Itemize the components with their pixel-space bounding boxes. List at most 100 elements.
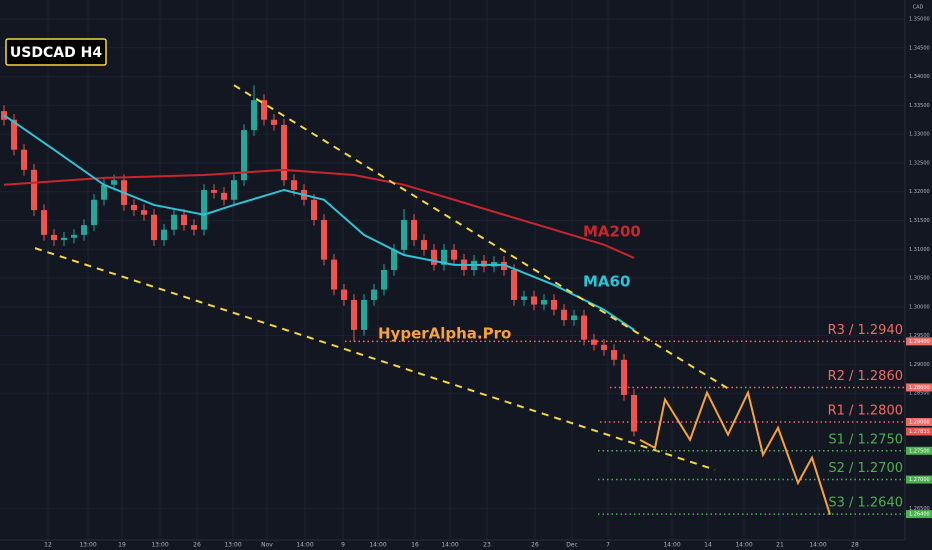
level-label: S1 / 1.2750: [828, 432, 903, 447]
x-tick-label: 14:00: [441, 542, 458, 549]
candle-body: [391, 249, 397, 270]
candle-body: [581, 315, 587, 340]
level-label: S3 / 1.2640: [828, 496, 903, 511]
candle-body: [221, 192, 227, 200]
candle-body: [321, 219, 327, 260]
price-tag-label: 1.28600: [909, 385, 930, 391]
candle-body: [81, 225, 87, 235]
y-tick-label: 1.29500: [909, 333, 930, 339]
price-tag: [906, 417, 932, 426]
last-price-label: 1.27835: [909, 429, 930, 435]
projection: [639, 389, 831, 515]
candle-body: [161, 229, 167, 241]
candle-body: [341, 289, 347, 300]
x-tick-label: 13:00: [79, 542, 96, 549]
candle-body: [361, 299, 367, 330]
candle-body: [561, 309, 567, 321]
title-box: [5, 38, 107, 66]
x-tick-label: 14:00: [296, 542, 313, 549]
candle-body: [111, 180, 117, 185]
y-tick-label: 1.32500: [909, 160, 930, 166]
candle-body: [451, 249, 457, 260]
price-tag-label: 1.27500: [909, 448, 930, 454]
candle-body: [631, 394, 637, 432]
candle-body: [511, 270, 517, 300]
y-tick-label: 1.31500: [909, 218, 930, 224]
candle-body: [141, 210, 147, 215]
y-tick-label: 1.33000: [909, 132, 930, 138]
candle-body: [381, 270, 387, 290]
y-tick-label: 1.35000: [909, 16, 930, 22]
x-tick-label: Nov: [261, 542, 273, 549]
trendline: [233, 84, 731, 391]
candle-body: [21, 149, 27, 170]
x-tick-label: 19: [118, 542, 126, 549]
x-tick-label: 14:00: [809, 542, 826, 549]
candle-body: [481, 260, 487, 267]
x-tick-label: 13:00: [224, 542, 241, 549]
candle-body: [131, 204, 137, 211]
candle-body: [281, 124, 287, 181]
candle-body: [11, 119, 17, 150]
price-tag: [906, 337, 932, 346]
y-tick-label: 1.29000: [909, 362, 930, 368]
candle-body: [191, 225, 197, 230]
candle-body: [431, 249, 437, 265]
level-label: R1 / 1.2800: [828, 403, 903, 418]
candle-body: [411, 219, 417, 241]
grid: [0, 0, 905, 540]
candle-body: [171, 214, 177, 230]
y-tick-label: 1.28500: [909, 391, 930, 397]
x-tick-label: 26: [193, 542, 201, 549]
candle-body: [331, 259, 337, 290]
candle-body: [31, 169, 37, 211]
x-tick-label: 9: [341, 542, 345, 549]
watermark: HyperAlpha.Pro: [378, 325, 511, 343]
candle-body: [611, 350, 617, 360]
y-tick-label: 1.30000: [909, 304, 930, 310]
candle-body: [551, 299, 557, 310]
candle-body: [211, 189, 217, 193]
candle-body: [271, 119, 277, 125]
x-tick-label: Dec: [566, 542, 578, 549]
x-tick-label: 28: [851, 542, 859, 549]
candle-body: [521, 296, 527, 300]
candle-body: [401, 219, 407, 250]
x-tick-label: 21: [776, 542, 784, 549]
price-tag-label: 1.29400: [909, 339, 930, 345]
last-price-tag: [906, 427, 932, 436]
x-tick-label: 14:00: [663, 542, 680, 549]
candle-body: [621, 359, 627, 395]
x-tick-label: 12: [44, 542, 52, 549]
y-tick-label: 1.26500: [909, 506, 930, 512]
candle-body: [421, 240, 427, 250]
level-label: R3 / 1.2940: [828, 323, 903, 338]
candle-body: [151, 214, 157, 241]
price-tag-label: 1.27000: [909, 477, 930, 483]
candle-body: [241, 130, 247, 181]
candle-body: [311, 199, 317, 220]
candle-body: [181, 214, 187, 226]
currency: CAD: [913, 5, 924, 11]
candle-body: [531, 296, 537, 305]
x-tick-label: 23: [483, 542, 491, 549]
candle-body: [291, 180, 297, 190]
candle-body: [51, 234, 57, 241]
series-label: MA60: [583, 272, 630, 290]
y-tick-label: 1.31000: [909, 247, 930, 253]
y-tick-label: 1.30500: [909, 276, 930, 282]
price-tag-label: 1.28000: [909, 419, 930, 425]
chart-title: USDCAD H4: [10, 45, 102, 61]
x-tick-label: 16: [411, 542, 419, 549]
y-tick-label: 1.32000: [909, 189, 930, 195]
level-label: S2 / 1.2700: [828, 461, 903, 476]
price-tag: [906, 383, 932, 392]
candle-body: [251, 100, 257, 131]
candle-body: [261, 100, 267, 120]
candle-body: [351, 299, 357, 330]
price-tag: [906, 475, 932, 484]
moving-average: [3, 168, 635, 259]
x-tick-label: 14:00: [369, 542, 386, 549]
